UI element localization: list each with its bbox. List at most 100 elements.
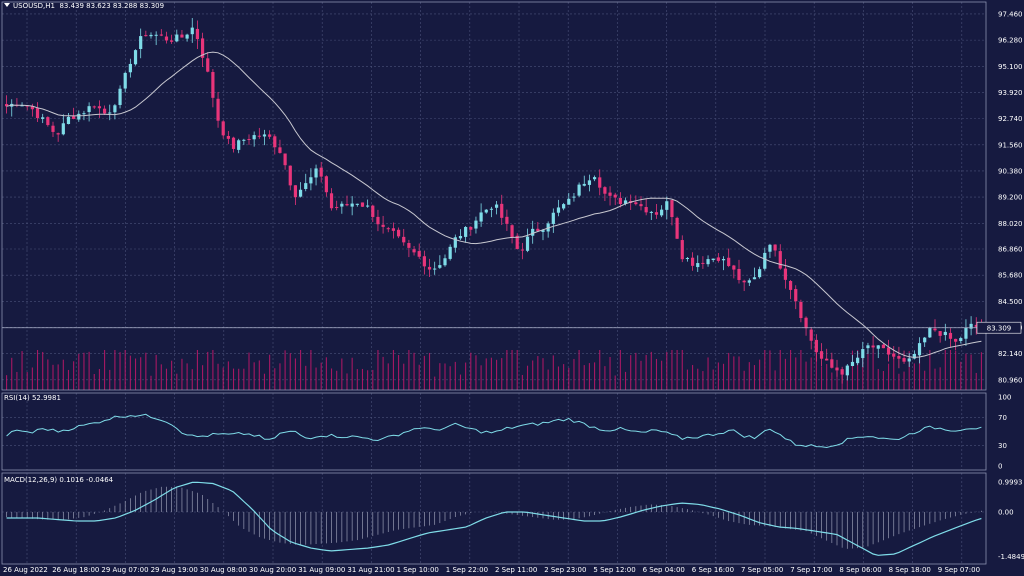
candle-body <box>211 72 215 98</box>
candle-body <box>618 197 622 205</box>
candle-body <box>799 301 803 319</box>
candle-body <box>923 337 927 343</box>
price-axis-label: 95.100 <box>998 63 1023 71</box>
time-axis-label: 7 Sep 05:00 <box>741 566 783 574</box>
candle-body <box>623 200 628 204</box>
candle-body <box>345 204 349 206</box>
price-axis-label: 80.960 <box>998 376 1023 384</box>
candle-body <box>30 106 34 110</box>
candle-body <box>938 331 942 336</box>
candle-body <box>804 317 808 329</box>
price-axis-label: 86.860 <box>998 245 1023 253</box>
candle-body <box>809 329 813 341</box>
candle-body <box>180 34 184 38</box>
candle-body <box>794 289 798 302</box>
candle-body <box>773 244 777 251</box>
candle-body <box>830 359 834 368</box>
time-axis-label: 26 Aug 2022 <box>3 566 48 574</box>
pane-borders <box>1 1 987 565</box>
candle-body <box>737 268 741 281</box>
candle-body <box>200 38 205 58</box>
price-axis-label: 85.680 <box>998 272 1023 280</box>
time-axis-label: 2 Sep 11:00 <box>495 566 537 574</box>
candle-body <box>876 345 880 349</box>
candle-body <box>144 35 148 37</box>
time-axis-label: 6 Sep 04:00 <box>643 566 685 574</box>
candle-body <box>268 134 272 137</box>
candle-body <box>51 125 55 132</box>
candle-body <box>102 108 107 114</box>
pane-frame <box>1 472 987 565</box>
candle-body <box>164 36 169 41</box>
candle-body <box>608 192 612 196</box>
candle-body <box>644 207 648 213</box>
rsi-line <box>2 413 986 449</box>
candle-body <box>525 236 530 251</box>
time-axis-label: 30 Aug 08:00 <box>200 566 247 574</box>
time-axis-label: 1 Sep 10:00 <box>397 566 439 574</box>
candle-body <box>371 205 375 218</box>
candle-body <box>185 34 189 39</box>
candle-body <box>304 183 308 189</box>
candle-body <box>954 338 958 342</box>
candle-body <box>515 235 519 249</box>
candle-body <box>87 106 91 113</box>
time-axis-label: 9 Sep 07:00 <box>938 566 980 574</box>
price-axis-label: 92.740 <box>998 115 1023 123</box>
rsi-axis-label: 30 <box>998 442 1007 450</box>
candle-body <box>701 262 705 264</box>
candle-body <box>556 207 561 213</box>
price-axis-label: 97.460 <box>998 10 1023 18</box>
candle-body <box>56 133 60 135</box>
candle-body <box>159 34 163 36</box>
price-axis-label: 84.500 <box>998 298 1023 306</box>
candle-body <box>582 183 586 186</box>
candle-body <box>850 361 855 367</box>
candle-body <box>427 266 432 270</box>
time-axis-label: 31 Aug 21:00 <box>347 566 394 574</box>
candle-body <box>660 209 664 216</box>
time-axis-label: 2 Sep 23:00 <box>544 566 586 574</box>
candle-body <box>340 203 344 207</box>
macd-signal-path <box>6 481 982 556</box>
candle-body <box>20 105 24 107</box>
candle-body <box>149 34 153 37</box>
candle-body <box>500 203 504 218</box>
candle-body <box>309 177 313 184</box>
candlestick-series <box>4 18 984 384</box>
candle-body <box>464 226 468 237</box>
candle-body <box>386 228 390 230</box>
candle-body <box>871 345 875 348</box>
candle-body <box>4 104 9 107</box>
candle-body <box>685 258 690 260</box>
moving-average-line <box>6 51 982 358</box>
candle-body <box>706 259 710 265</box>
candle-body <box>324 176 328 193</box>
candle-body <box>536 228 540 232</box>
pane-frame <box>1 1 987 391</box>
candle-body <box>856 357 860 364</box>
time-axis-label: 29 Aug 07:00 <box>101 566 148 574</box>
candle-body <box>928 327 932 338</box>
candle-body <box>680 240 684 260</box>
candle-body <box>541 230 545 232</box>
candle-body <box>453 237 457 248</box>
candle-body <box>41 117 45 119</box>
candle-body <box>355 203 359 205</box>
candle-body <box>665 201 669 210</box>
candle-body <box>242 139 246 141</box>
candle-body <box>82 113 86 115</box>
candle-body <box>861 349 865 359</box>
candle-body <box>572 196 576 198</box>
candle-body <box>577 184 581 196</box>
candle-body <box>567 198 571 205</box>
candle-body <box>108 112 112 114</box>
candle-body <box>551 212 555 224</box>
candle-body <box>768 244 772 252</box>
candle-body <box>278 147 282 153</box>
candle-body <box>494 204 499 208</box>
candle-body <box>598 177 602 188</box>
macd-indicator <box>2 481 986 556</box>
candle-body <box>72 116 76 119</box>
